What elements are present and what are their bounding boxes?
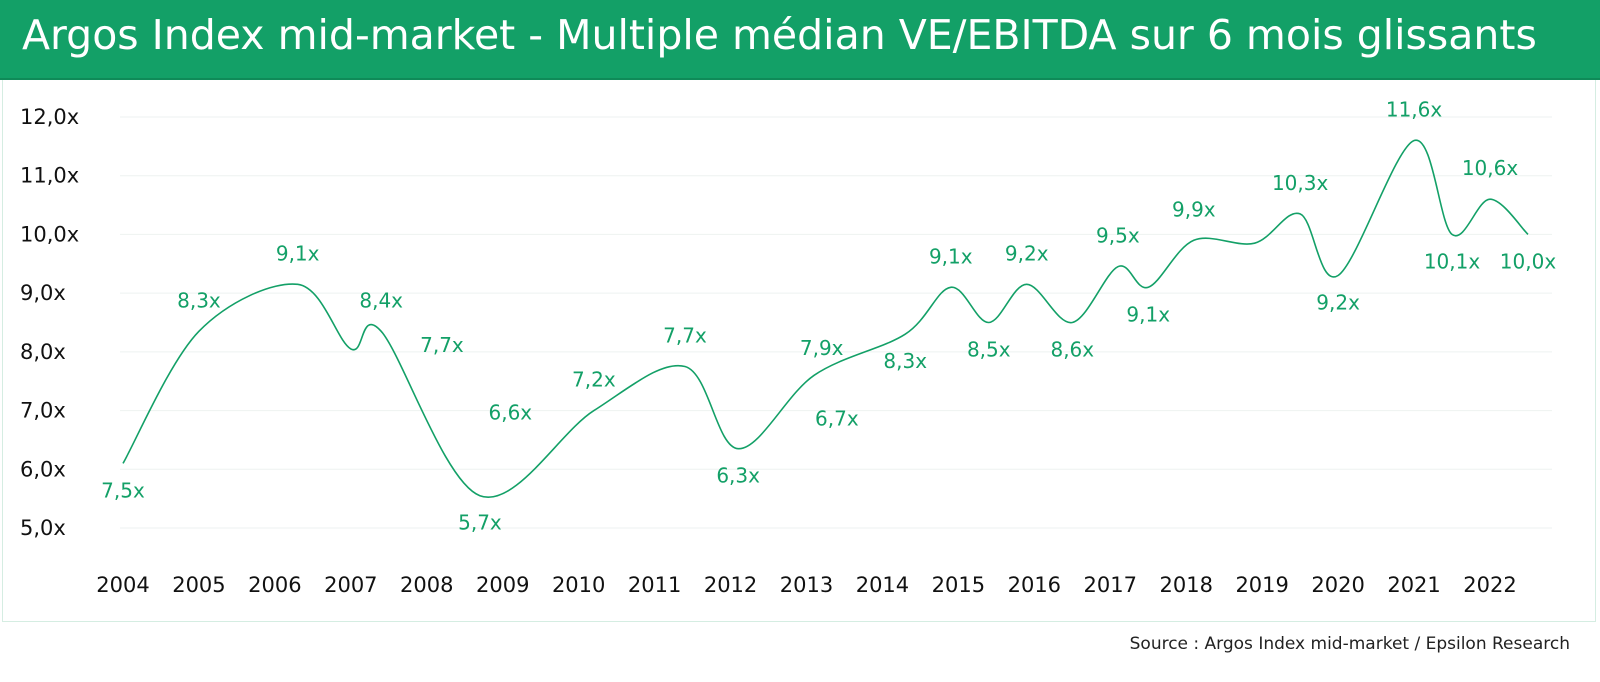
x-axis-ticks: 2004 2005 2006 2007 2008 2009 2010 2011 2012 2013… [96,573,1516,597]
x-tick-label: 2018 [1159,573,1212,597]
y-tick-label: 8,0x [20,340,66,364]
chart-header: Argos Index mid-market - Multiple médian… [0,0,1600,80]
x-tick-label: 2015 [932,573,985,597]
data-label: 10,6x [1462,156,1519,180]
data-label: 8,4x [359,288,403,312]
data-label: 6,3x [716,464,760,488]
data-label: 9,5x [1096,224,1140,248]
y-tick-label: 9,0x [20,281,66,305]
y-tick-label: 10,0x [20,222,79,246]
data-label: 9,1x [276,241,320,265]
data-labels: 7,5x 8,3x 9,1x 8,4x 5,7x 7,2x 7,7x 6,3x 8,3x 9,1x… [101,97,1556,534]
data-label: 5,7x [458,511,502,535]
x-tick-label: 2020 [1311,573,1364,597]
data-label: 8,6x [1050,338,1094,362]
data-label: 8,5x [967,338,1011,362]
chart-frame [2,80,1596,622]
data-label: 7,7x [663,324,707,348]
series-line-group [122,139,1529,499]
x-tick-label: 2008 [400,573,453,597]
x-tick-label: 2005 [172,573,225,597]
x-tick-label: 2009 [476,573,529,597]
data-label: 7,2x [572,368,616,392]
data-label: 9,1x [1126,302,1170,326]
source-note: Source : Argos Index mid-market / Epsilo… [1129,634,1570,654]
y-tick-label: 12,0x [20,105,79,129]
y-axis-ticks: 5,0x 6,0x 7,0x 8,0x 9,0x 10,0x 11,0x 12,0x [20,105,79,540]
x-tick-label: 2013 [780,573,833,597]
data-label: 8,3x [177,288,221,312]
data-label: 7,7x [420,333,464,357]
data-label: 10,3x [1272,171,1329,195]
x-tick-label: 2006 [248,573,301,597]
data-label: 7,9x [800,336,844,360]
y-tick-label: 5,0x [20,516,66,540]
x-tick-label: 2014 [856,573,909,597]
y-tick-label: 6,0x [20,457,66,481]
data-label: 7,5x [101,478,145,502]
x-tick-label: 2022 [1463,573,1516,597]
y-tick-label: 7,0x [20,399,66,423]
x-tick-label: 2019 [1235,573,1288,597]
data-label: 10,0x [1500,249,1557,273]
data-label: 6,7x [815,406,859,430]
data-label: 9,2x [1005,241,1049,265]
data-label: 10,1x [1424,249,1481,273]
x-tick-label: 2004 [96,573,149,597]
data-label: 9,2x [1316,291,1360,315]
chart-title: Argos Index mid-market - Multiple médian… [22,11,1537,59]
x-tick-label: 2010 [552,573,605,597]
series-line [122,139,1529,499]
data-label: 6,6x [488,400,532,424]
data-label: 8,3x [883,349,927,373]
data-label: 9,9x [1172,197,1216,221]
gridlines [120,116,1552,529]
y-tick-label: 11,0x [20,164,79,188]
x-tick-label: 2007 [324,573,377,597]
x-tick-label: 2011 [628,573,681,597]
x-tick-label: 2012 [704,573,757,597]
x-tick-label: 2016 [1008,573,1061,597]
x-tick-label: 2017 [1084,573,1137,597]
data-label: 9,1x [929,244,973,268]
data-label: 11,6x [1386,97,1443,121]
x-tick-label: 2021 [1387,573,1440,597]
